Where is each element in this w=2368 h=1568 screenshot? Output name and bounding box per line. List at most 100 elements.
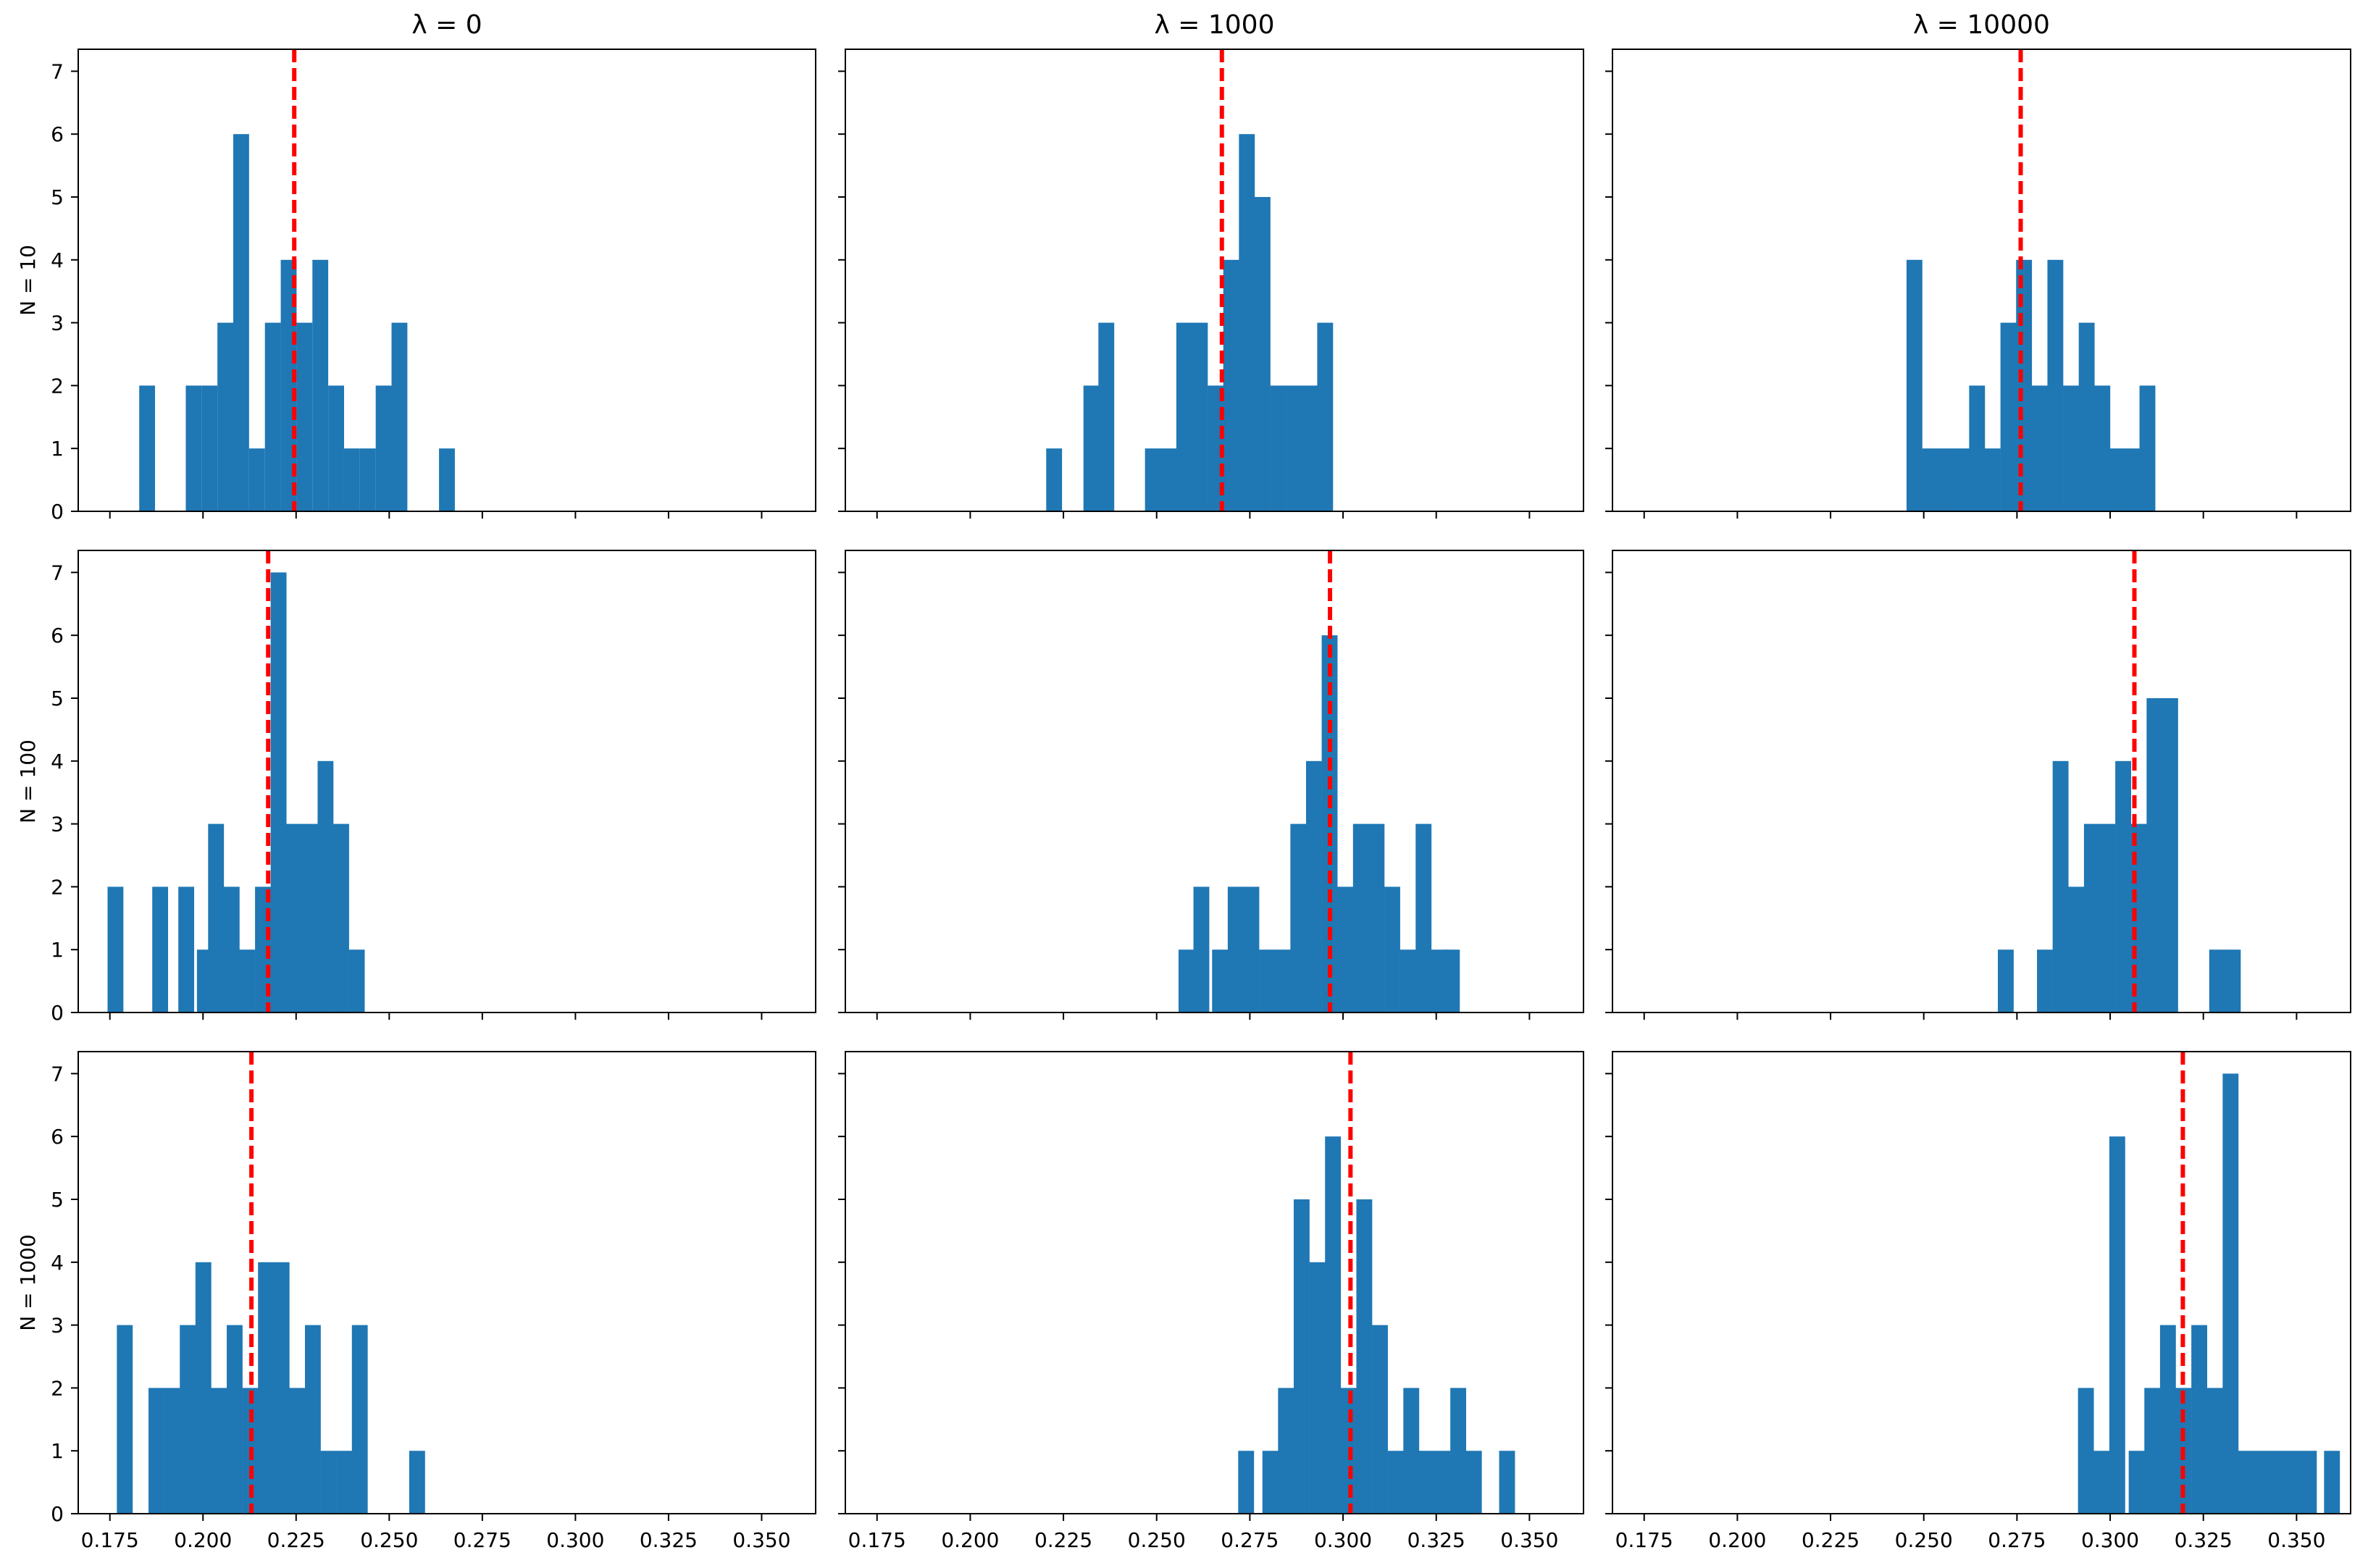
histogram-bar-r0c0-4: [233, 134, 249, 511]
histogram-bar-r0c2-10: [2063, 385, 2079, 511]
x-tick-label-r2c0-1: 0.200: [174, 1528, 232, 1552]
histogram-bar-r2c1-2: [1278, 1388, 1294, 1514]
histogram-bar-r0c2-5: [1985, 448, 2001, 511]
histogram-bar-r1c2-9: [2162, 697, 2178, 1013]
histogram-bar-r2c2-3: [2128, 1451, 2145, 1514]
histogram-bar-r2c2-8: [2206, 1388, 2223, 1514]
y-tick-label-r1c0-1: 1: [51, 938, 64, 962]
histogram-bar-r2c0-4: [195, 1262, 212, 1514]
histogram-bar-r1c2-4: [2083, 823, 2100, 1013]
histogram-bar-r1c0-12: [333, 823, 349, 1013]
histogram-bar-r0c0-12: [359, 448, 376, 511]
histogram-bar-r1c2-1: [2037, 949, 2053, 1013]
histogram-bar-r2c0-15: [409, 1451, 425, 1514]
histogram-bar-r2c0-2: [164, 1388, 180, 1514]
histogram-bar-r0c1-5: [1176, 322, 1192, 511]
histogram-bar-r2c1-13: [1450, 1388, 1467, 1514]
histogram-bar-r0c1-8: [1223, 259, 1239, 511]
histogram-bar-r0c0-10: [328, 385, 344, 511]
histogram-bar-r2c1-8: [1372, 1325, 1388, 1514]
axes-frame-r2c1: [845, 1051, 1584, 1514]
histogram-bar-r1c0-2: [178, 886, 195, 1013]
histogram-bar-r1c0-4: [208, 823, 225, 1013]
histogram-bar-r0c2-3: [1953, 448, 1970, 511]
y-tick-label-r1c0-5: 5: [51, 687, 64, 710]
histogram-bar-r1c2-10: [2209, 949, 2225, 1013]
histogram-bar-r2c0-3: [180, 1325, 196, 1514]
histogram-bar-r2c0-9: [273, 1262, 290, 1514]
histogram-bar-r1c2-8: [2146, 697, 2163, 1013]
y-tick-label-r1c0-4: 4: [51, 750, 64, 773]
histogram-bar-r2c2-15: [2324, 1451, 2340, 1514]
histogram-bar-r0c0-9: [312, 259, 329, 511]
histogram-bar-r2c0-13: [336, 1451, 353, 1514]
x-tick-label-r2c0-3: 0.250: [360, 1528, 418, 1552]
x-tick-label-r2c1-1: 0.200: [941, 1528, 999, 1552]
histogram-bar-r1c0-11: [317, 760, 334, 1013]
histogram-bar-r1c1-17: [1444, 949, 1460, 1013]
row-label-0: N = 10: [16, 245, 40, 316]
y-tick-label-r2c0-5: 5: [51, 1188, 64, 1212]
histogram-bar-r1c2-5: [2099, 823, 2116, 1013]
histogram-bar-r2c2-4: [2144, 1388, 2161, 1514]
x-tick-label-r2c0-4: 0.275: [453, 1528, 511, 1552]
y-tick-label-r2c0-3: 3: [51, 1314, 64, 1338]
histogram-bar-r1c0-0: [107, 886, 124, 1013]
histogram-bar-r0c1-1: [1083, 385, 1100, 511]
histogram-bar-r0c2-12: [2094, 385, 2111, 511]
axes-frame-r1c0: [78, 550, 816, 1013]
histogram-bar-r0c2-8: [2031, 385, 2048, 511]
histogram-bar-r2c1-9: [1387, 1451, 1404, 1514]
histogram-bar-r1c1-13: [1384, 886, 1400, 1013]
histogram-bar-r0c0-14: [391, 322, 408, 511]
histogram-bar-r2c1-12: [1434, 1451, 1451, 1514]
histogram-bar-r0c1-14: [1317, 322, 1334, 511]
histogram-bar-r2c1-3: [1293, 1199, 1310, 1514]
histogram-bar-r1c2-11: [2225, 949, 2241, 1013]
histogram-bar-r2c0-1: [148, 1388, 164, 1514]
x-tick-label-r2c2-4: 0.275: [1988, 1528, 2046, 1552]
histogram-bar-r2c1-11: [1418, 1451, 1435, 1514]
x-tick-label-r2c2-1: 0.200: [1708, 1528, 1766, 1552]
histogram-bar-r1c2-0: [1998, 949, 2014, 1013]
x-tick-label-r2c0-0: 0.175: [81, 1528, 139, 1552]
histogram-bar-r0c1-2: [1098, 322, 1115, 511]
histogram-bar-r2c1-4: [1309, 1262, 1326, 1514]
y-tick-label-r2c0-7: 7: [51, 1062, 64, 1086]
row-label-2: N = 1000: [16, 1234, 40, 1330]
histogram-bar-r0c1-12: [1286, 385, 1302, 511]
histogram-bar-r1c1-11: [1352, 823, 1369, 1013]
histogram-bar-r1c1-2: [1212, 949, 1229, 1013]
y-tick-label-r1c0-2: 2: [51, 875, 64, 899]
histogram-bar-r0c2-11: [2078, 322, 2095, 511]
x-tick-label-r2c0-6: 0.325: [640, 1528, 698, 1552]
histogram-bar-r1c0-1: [152, 886, 169, 1013]
histogram-bar-r0c0-15: [439, 448, 455, 511]
histogram-bar-r0c0-11: [343, 448, 360, 511]
histogram-bar-r2c2-7: [2191, 1325, 2207, 1514]
y-tick-label-r0c0-5: 5: [51, 185, 64, 209]
histogram-bar-r0c0-0: [139, 385, 156, 511]
histogram-bar-r0c2-2: [1938, 448, 1954, 511]
histogram-bar-r2c1-1: [1262, 1451, 1279, 1514]
histogram-bar-r0c1-7: [1208, 385, 1223, 511]
histogram-bar-r0c2-6: [2000, 322, 2017, 511]
y-tick-label-r0c0-2: 2: [51, 374, 64, 398]
x-tick-label-r2c2-7: 0.350: [2267, 1528, 2325, 1552]
histogram-bar-r2c2-5: [2159, 1325, 2176, 1514]
x-tick-label-r2c1-6: 0.325: [1407, 1528, 1465, 1552]
histogram-bar-r1c1-7: [1290, 823, 1307, 1013]
y-tick-label-r0c0-0: 0: [51, 500, 64, 524]
x-tick-label-r2c1-3: 0.250: [1128, 1528, 1186, 1552]
x-tick-label-r2c0-2: 0.225: [267, 1528, 325, 1552]
histogram-bar-r0c2-1: [1922, 448, 1938, 511]
histogram-bar-r0c2-0: [1906, 259, 1923, 511]
y-tick-label-r2c0-6: 6: [51, 1125, 64, 1149]
x-tick-label-r2c0-7: 0.350: [732, 1528, 790, 1552]
column-title-1: λ = 1000: [1155, 10, 1275, 40]
y-tick-label-r0c0-6: 6: [51, 122, 64, 146]
row-label-1: N = 100: [16, 739, 40, 823]
axes-frame-r1c1: [845, 550, 1584, 1013]
